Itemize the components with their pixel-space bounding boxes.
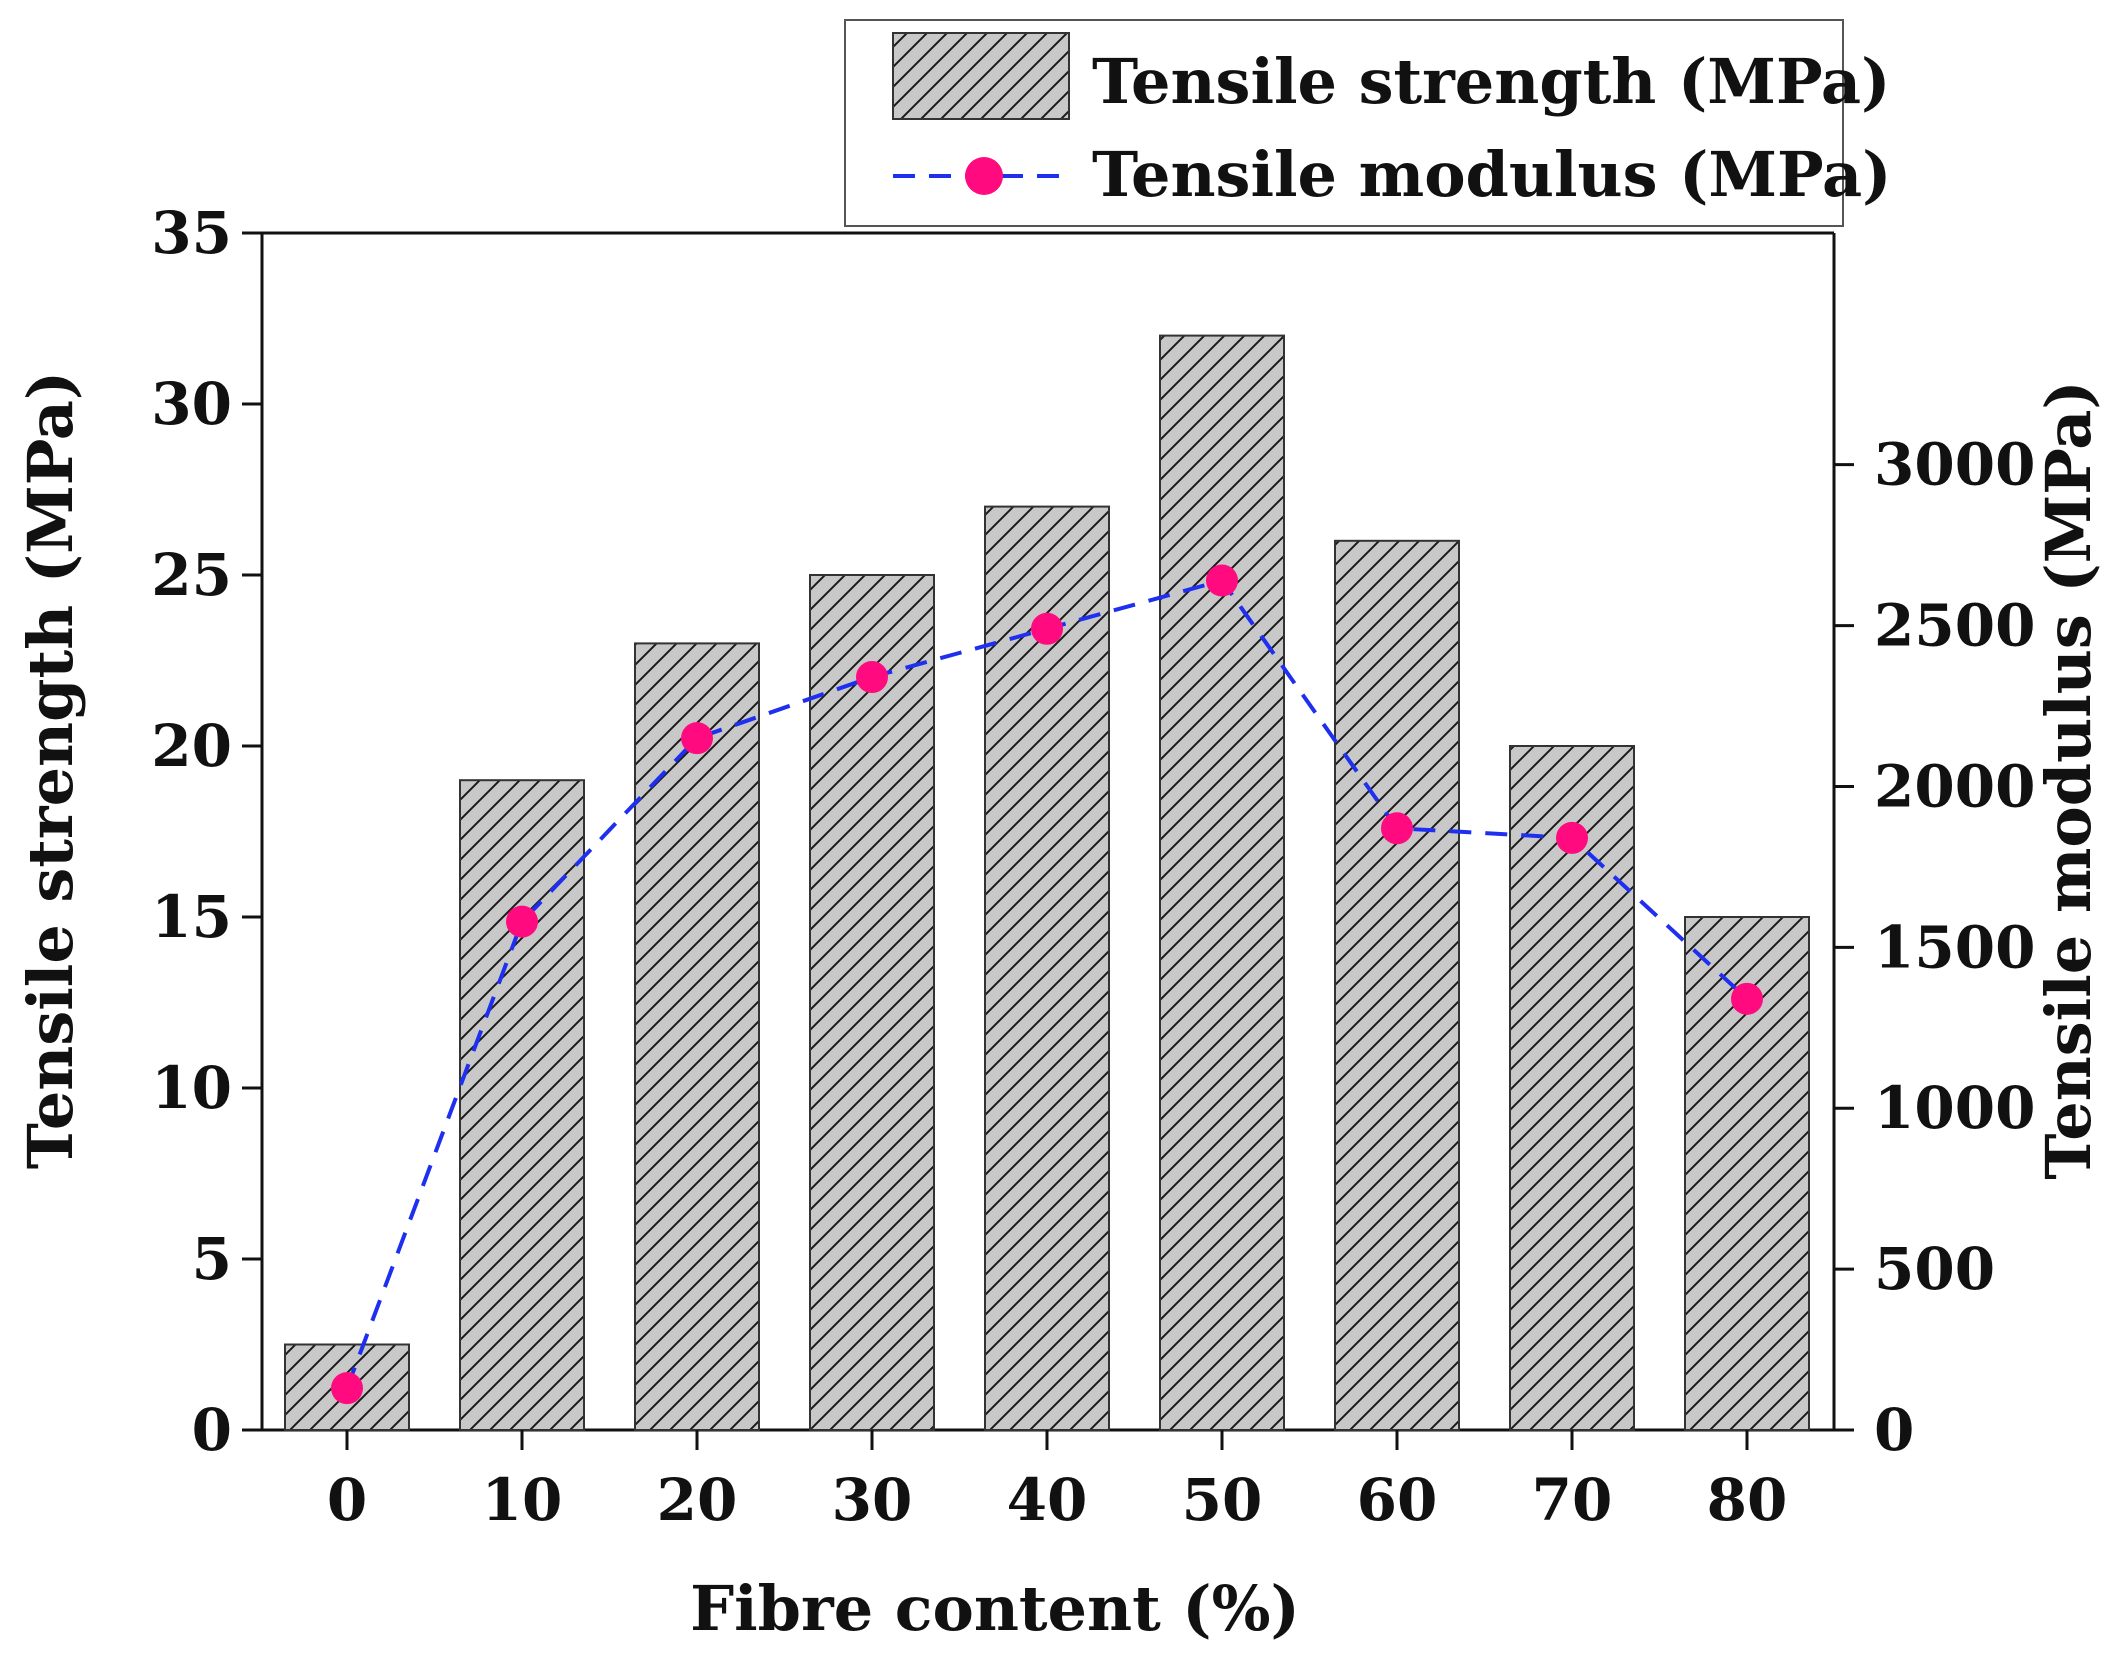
modulus-point-60 <box>1381 812 1413 845</box>
bar-0 <box>284 1343 410 1431</box>
right-tick-label: 1000 <box>1874 1074 2035 1142</box>
right-axis-label: Tensile modulus (MPa) <box>2032 380 2105 1180</box>
modulus-point-50 <box>1206 564 1238 597</box>
right-tick-label: 1500 <box>1874 913 2035 981</box>
left-tick-label: 25 <box>151 541 232 609</box>
x-tick-label: 30 <box>832 1466 913 1534</box>
legend-label-tensile-modulus: Tensile modulus (MPa) <box>1092 138 1892 211</box>
right-tick-label: 3000 <box>1874 431 2035 499</box>
bar-40 <box>984 505 1110 1432</box>
modulus-point-0 <box>331 1372 363 1405</box>
modulus-point-80 <box>1731 982 1763 1015</box>
x-axis-label: Fibre content (%) <box>690 1572 1300 1645</box>
modulus-point-40 <box>1031 612 1063 645</box>
bar-50 <box>1159 334 1285 1432</box>
legend-marker-tensile-modulus <box>965 157 1003 195</box>
right-tick-label: 0 <box>1874 1396 1914 1464</box>
bar-group <box>284 334 1810 1432</box>
bar-20 <box>634 642 760 1431</box>
left-tick-label: 5 <box>192 1225 232 1293</box>
x-tick-label: 70 <box>1532 1466 1613 1534</box>
x-tick-group: 0 10 20 30 40 50 60 70 80 <box>327 1430 1788 1534</box>
left-tick-label: 20 <box>151 712 232 780</box>
left-tick-label: 35 <box>151 199 232 267</box>
modulus-point-30 <box>856 661 888 694</box>
right-tick-label: 2000 <box>1874 752 2035 820</box>
x-tick-label: 10 <box>482 1466 563 1534</box>
modulus-line-group <box>331 564 1763 1405</box>
right-tick-label: 500 <box>1874 1235 1995 1303</box>
x-tick-label: 60 <box>1357 1466 1438 1534</box>
legend: Tensile strength (MPa) Tensile modulus (… <box>844 19 1892 227</box>
bar-30 <box>809 574 935 1431</box>
left-tick-label: 10 <box>151 1054 232 1122</box>
x-tick-label: 0 <box>327 1466 367 1534</box>
x-tick-label: 50 <box>1182 1466 1263 1534</box>
modulus-point-10 <box>506 905 538 938</box>
left-tick-group: 0 5 10 15 20 25 30 35 <box>151 199 262 1464</box>
x-tick-label: 40 <box>1007 1466 1088 1534</box>
left-tick-label: 30 <box>151 370 232 438</box>
x-tick-label: 80 <box>1707 1466 1788 1534</box>
right-tick-group: 0 500 1000 1500 2000 2500 3000 <box>1834 431 2035 1464</box>
legend-label-tensile-strength: Tensile strength (MPa) <box>1092 45 1890 118</box>
bar-60 <box>1334 539 1460 1431</box>
left-tick-label: 15 <box>151 883 232 951</box>
legend-swatch-tensile-strength <box>892 32 1070 120</box>
left-tick-label: 0 <box>192 1396 232 1464</box>
x-tick-label: 20 <box>657 1466 738 1534</box>
left-axis-label: Tensile strength (MPa) <box>14 371 87 1169</box>
right-tick-label: 2500 <box>1874 592 2035 660</box>
modulus-point-20 <box>681 722 713 755</box>
modulus-point-70 <box>1556 821 1588 854</box>
